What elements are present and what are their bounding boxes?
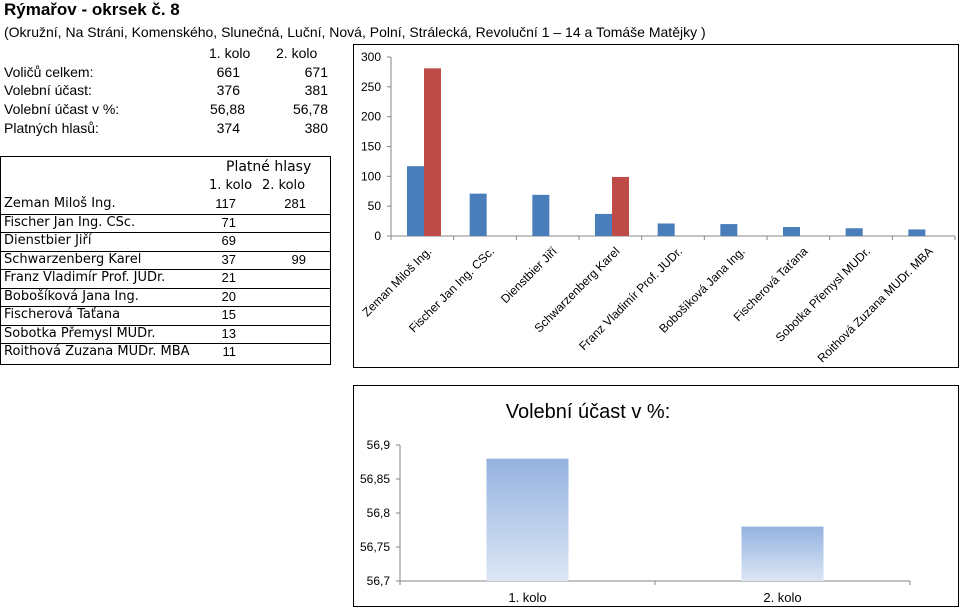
- summary-value: 374: [216, 120, 240, 136]
- y-tick-label: 56,75: [360, 540, 390, 554]
- page-subtitle: (Okružní, Na Stráni, Komenského, Slunečn…: [4, 24, 706, 40]
- y-tick-label: 56,8: [367, 506, 391, 520]
- candidate-votes-round1: 71: [221, 214, 236, 230]
- bar: [424, 68, 441, 236]
- summary-col1-header: 1. kolo: [209, 45, 251, 61]
- y-tick-label: 50: [368, 199, 382, 213]
- candidate-name: Fischerová Taťana: [4, 307, 121, 322]
- summary-label: Voličů celkem:: [4, 64, 94, 80]
- table-row-divider: [0, 250, 330, 252]
- page-title: Rýmařov - okrsek č. 8: [4, 0, 180, 19]
- candidate-name: Bobošíková Jana Ing.: [4, 288, 139, 304]
- bar: [469, 193, 487, 236]
- summary-col2-header: 2. kolo: [276, 45, 318, 61]
- table-row-divider: [0, 343, 330, 344]
- table-row-divider: [0, 213, 330, 215]
- y-tick-label: 150: [361, 140, 381, 154]
- bar: [532, 194, 550, 236]
- candidate-votes-round1: 21: [221, 270, 236, 285]
- x-category-label: Dienstbier Jiří: [498, 244, 560, 306]
- candidate-votes-round2: 99: [291, 251, 306, 267]
- table-row-divider: [0, 287, 330, 289]
- candidate-votes-round1: 13: [221, 325, 236, 341]
- summary-value: 661: [216, 64, 240, 80]
- y-tick-label: 250: [361, 80, 381, 94]
- y-tick-label: 100: [361, 169, 381, 183]
- table-row-divider: [0, 324, 330, 326]
- candidates-table-heading: Platné hlasy: [226, 159, 312, 175]
- candidate-name: Sobotka Přemysl MUDr.: [4, 325, 156, 341]
- summary-value: 671: [304, 64, 328, 80]
- bar: [486, 458, 569, 581]
- y-tick-label: 56,85: [360, 472, 390, 486]
- candidate-name: Roithová Zuzana MUDr. MBA: [4, 344, 190, 359]
- candidate-name: Zeman Miloš Ing.: [4, 196, 116, 211]
- bar: [720, 224, 738, 236]
- y-tick-label: 56,7: [367, 574, 391, 588]
- bar: [741, 526, 824, 581]
- summary-value: 56,88: [209, 101, 245, 117]
- bar: [612, 176, 629, 236]
- table-row-divider: [0, 269, 330, 270]
- summary-label: Volební účast v %:: [4, 101, 120, 117]
- bar: [407, 166, 424, 236]
- x-category-label: Roithová Zuzana MUDr. MBA: [815, 244, 936, 365]
- bar: [908, 229, 926, 236]
- x-category-label: 1. kolo: [508, 590, 546, 605]
- candidate-votes-round1: 15: [221, 307, 236, 322]
- candidate-votes-round1: 37: [221, 251, 236, 267]
- table-row-divider: [0, 306, 330, 307]
- bar: [595, 213, 612, 236]
- bar: [783, 227, 800, 236]
- turnout-chart: Volební účast v %: 56,7 56,75 56,8 56,85 56,…: [360, 401, 911, 605]
- bar: [657, 223, 675, 236]
- candidate-votes-round1: 20: [221, 288, 236, 304]
- summary-label: Volební účast:: [4, 82, 92, 98]
- candidates-col2-header: 2. kolo: [262, 178, 306, 193]
- bar: [845, 228, 863, 236]
- candidates-table-header-box: [0, 156, 331, 195]
- summary-label: Platných hlasů:: [4, 120, 99, 136]
- y-tick-label: 300: [361, 50, 381, 64]
- candidates-chart-frame: [353, 44, 959, 368]
- turnout-chart-frame: [353, 385, 959, 607]
- x-category-label: Franz Vladimír Prof. JUDr.: [576, 244, 685, 353]
- candidate-name: Dienstbier Jiří: [4, 233, 92, 248]
- table-row-divider: [0, 232, 330, 233]
- candidate-name: Franz Vladimír Prof. JUDr.: [4, 270, 166, 285]
- summary-value: 376: [216, 82, 240, 98]
- x-category-label: 2. kolo: [763, 590, 801, 605]
- summary-value: 56,78: [292, 101, 328, 117]
- candidate-name: Fischer Jan Ing. CSc.: [4, 214, 136, 230]
- candidate-votes-round1: 11: [222, 344, 237, 359]
- candidates-col1-header: 1. kolo: [209, 178, 253, 193]
- summary-value: 381: [304, 82, 328, 98]
- candidate-name: Schwarzenberg Karel: [4, 251, 142, 267]
- candidate-votes-round1: 69: [221, 233, 236, 248]
- turnout-chart-title: Volební účast v %:: [506, 401, 671, 423]
- y-tick-label: 0: [374, 229, 381, 243]
- candidate-votes-round1: 117: [215, 196, 236, 211]
- y-tick-label: 56,9: [367, 438, 391, 452]
- summary-value: 380: [304, 120, 328, 136]
- y-tick-label: 200: [361, 110, 381, 124]
- candidate-votes-round2: 281: [284, 196, 306, 211]
